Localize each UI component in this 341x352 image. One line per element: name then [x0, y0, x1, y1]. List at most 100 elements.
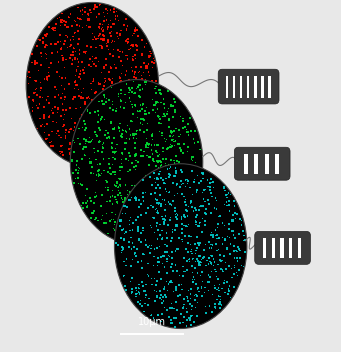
Point: [96, 80, 101, 85]
Point: [233, 248, 239, 253]
Point: [121, 127, 126, 133]
Point: [239, 218, 244, 223]
Point: [188, 185, 193, 190]
Point: [211, 256, 216, 262]
Point: [28, 75, 33, 80]
Point: [219, 302, 224, 308]
Point: [132, 69, 138, 75]
Point: [133, 253, 138, 259]
Point: [177, 292, 183, 298]
Point: [91, 6, 97, 12]
Point: [163, 213, 168, 219]
Point: [170, 226, 176, 232]
Point: [95, 218, 101, 223]
Point: [134, 198, 139, 203]
Point: [155, 217, 161, 222]
Point: [188, 286, 194, 292]
Point: [75, 64, 81, 69]
Point: [123, 229, 129, 234]
Point: [82, 158, 87, 164]
Point: [95, 148, 101, 154]
Point: [93, 56, 99, 61]
Point: [164, 189, 169, 194]
Point: [178, 310, 183, 316]
Point: [129, 191, 134, 197]
Point: [154, 184, 160, 190]
Point: [101, 27, 106, 33]
Point: [130, 286, 135, 291]
Point: [207, 188, 212, 193]
Point: [155, 142, 160, 148]
Point: [129, 234, 134, 240]
Point: [224, 191, 230, 197]
Point: [234, 212, 239, 217]
Point: [142, 108, 148, 114]
Point: [164, 156, 169, 162]
Point: [212, 205, 217, 211]
Point: [151, 316, 156, 321]
Point: [158, 121, 164, 126]
Point: [130, 276, 135, 281]
Point: [80, 95, 86, 100]
Point: [50, 119, 56, 125]
Point: [224, 234, 230, 240]
Point: [157, 87, 162, 93]
Point: [101, 220, 106, 226]
Point: [62, 135, 68, 141]
Point: [111, 140, 117, 145]
Point: [120, 213, 125, 218]
Point: [186, 288, 191, 294]
Point: [194, 187, 199, 193]
Point: [110, 99, 116, 104]
Point: [143, 186, 148, 192]
Point: [131, 220, 136, 226]
Point: [162, 220, 167, 226]
Point: [185, 240, 191, 246]
Point: [173, 138, 178, 144]
Point: [173, 299, 179, 304]
Point: [174, 210, 179, 216]
Point: [146, 69, 151, 75]
Point: [177, 178, 182, 184]
Point: [129, 64, 135, 70]
Point: [131, 132, 136, 137]
Point: [189, 263, 195, 269]
Point: [113, 108, 118, 113]
Point: [96, 112, 101, 118]
Point: [112, 62, 118, 68]
Point: [98, 173, 103, 178]
Point: [195, 287, 200, 293]
Point: [138, 228, 144, 234]
Point: [153, 110, 158, 115]
Point: [202, 222, 207, 228]
Point: [195, 258, 201, 264]
Point: [101, 10, 106, 15]
Point: [109, 210, 115, 215]
Point: [107, 120, 113, 126]
Point: [181, 269, 187, 274]
Point: [135, 108, 140, 113]
Point: [159, 162, 164, 168]
Point: [110, 193, 115, 199]
Point: [91, 153, 97, 159]
Point: [144, 145, 149, 150]
Point: [109, 29, 114, 34]
Point: [103, 220, 108, 226]
Point: [188, 241, 193, 247]
Point: [142, 129, 147, 135]
Point: [200, 203, 206, 208]
Point: [155, 260, 161, 265]
Point: [225, 291, 231, 296]
Point: [184, 258, 190, 264]
Point: [117, 110, 122, 116]
Point: [159, 210, 165, 216]
Point: [179, 281, 184, 287]
Point: [178, 132, 183, 138]
Point: [129, 85, 135, 91]
Point: [155, 210, 161, 216]
Point: [67, 141, 72, 146]
Point: [213, 197, 219, 203]
Point: [112, 150, 118, 155]
Point: [48, 140, 53, 145]
Point: [123, 140, 129, 146]
